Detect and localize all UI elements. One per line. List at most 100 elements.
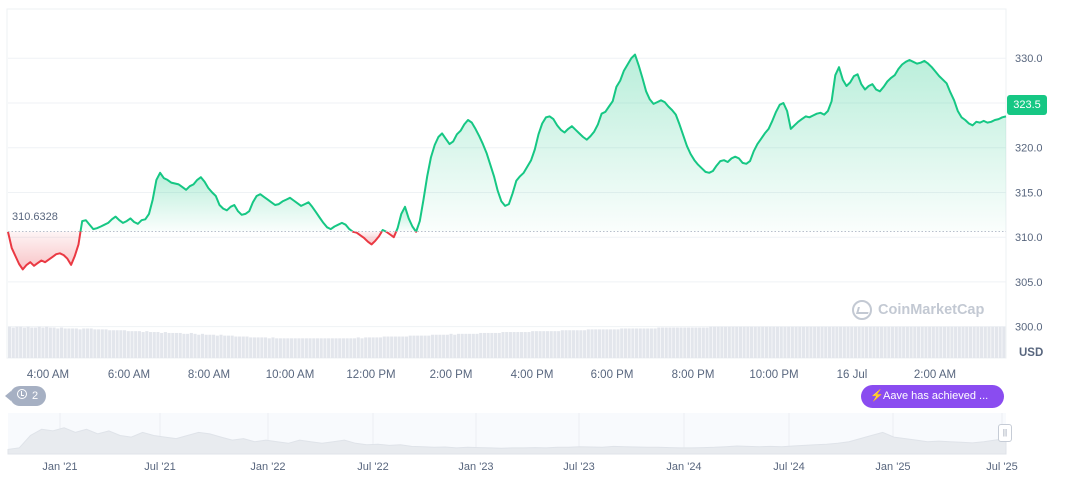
volume-bar — [101, 329, 104, 358]
volume-bar — [15, 327, 18, 358]
volume-bar — [41, 328, 44, 358]
volume-bar — [765, 327, 768, 358]
volume-bar — [980, 327, 983, 358]
x-tick-label: 8:00 PM — [672, 369, 715, 381]
volume-bar — [346, 338, 349, 358]
volume-bar — [279, 338, 282, 358]
volume-bar — [583, 330, 586, 358]
volume-bar — [780, 327, 783, 358]
volume-bar — [78, 329, 81, 358]
volume-bar — [999, 327, 1002, 358]
coinmarketcap-watermark: CoinMarketCap — [852, 299, 984, 321]
currency-label: USD — [1019, 347, 1043, 359]
volume-bar — [527, 332, 530, 358]
volume-bar — [739, 327, 742, 358]
volume-bar — [316, 338, 319, 358]
volume-bar — [320, 338, 323, 358]
volume-bar — [520, 332, 523, 358]
navigator-handle[interactable]: || — [998, 424, 1012, 442]
coinmarketcap-logo-icon — [852, 300, 872, 320]
volume-bar — [646, 328, 649, 358]
volume-bar — [145, 331, 148, 358]
volume-bar — [357, 337, 360, 358]
volume-bar — [954, 327, 957, 358]
volume-bar — [876, 327, 879, 358]
volume-bar — [579, 330, 582, 358]
volume-bar — [605, 329, 608, 358]
volume-bar — [119, 330, 122, 358]
x-tick-label: 4:00 PM — [511, 369, 554, 381]
volume-bar — [698, 328, 701, 358]
volume-bar — [791, 327, 794, 358]
navigator-tick-label: Jul '25 — [986, 461, 1017, 473]
current-price-tag: 323.5 — [1007, 95, 1047, 115]
volume-bar — [891, 327, 894, 358]
volume-bar — [294, 338, 297, 358]
volume-bar — [360, 338, 363, 358]
history-count-button[interactable]: 2 — [10, 386, 46, 406]
volume-bar — [242, 337, 245, 358]
volume-bar — [494, 333, 497, 358]
volume-bar — [524, 332, 527, 358]
volume-bar — [164, 332, 167, 358]
event-button[interactable]: ⚡ Aave has achieved ... — [861, 385, 1004, 408]
volume-bar — [123, 330, 126, 358]
volume-bar — [576, 330, 579, 358]
volume-bar — [624, 328, 627, 358]
volume-bar — [702, 328, 705, 358]
volume-bar — [438, 335, 441, 358]
volume-bar — [531, 331, 534, 358]
y-tick-label: 320.0 — [1015, 143, 1043, 155]
volume-bar — [342, 338, 345, 358]
volume-bar — [197, 335, 200, 358]
navigator-tick-label: Jan '23 — [458, 461, 493, 473]
volume-bar — [398, 337, 401, 358]
volume-bar — [338, 338, 341, 358]
volume-bar — [661, 328, 664, 358]
volume-bar — [379, 337, 382, 358]
volume-bar — [898, 327, 901, 358]
volume-bar — [309, 338, 312, 358]
x-tick-label: 4:00 AM — [27, 369, 69, 381]
volume-bar — [386, 337, 389, 358]
volume-bar — [1002, 327, 1005, 358]
navigator[interactable] — [8, 413, 1006, 454]
volume-bar — [498, 333, 501, 358]
volume-bar — [613, 329, 616, 358]
volume-bar — [724, 327, 727, 358]
volume-bar — [457, 334, 460, 358]
volume-bar — [913, 327, 916, 358]
volume-bar — [635, 328, 638, 358]
volume-bar — [130, 331, 133, 358]
volume-bar — [23, 328, 26, 358]
volume-bar — [887, 327, 890, 358]
volume-bar — [260, 337, 263, 358]
volume-bar — [264, 337, 267, 358]
volume-bar — [976, 327, 979, 358]
volume-bar — [8, 327, 11, 358]
volume-bar — [895, 327, 898, 358]
volume-bar — [720, 327, 723, 358]
navigator-tick-label: Jul '22 — [357, 461, 388, 473]
volume-bar — [550, 331, 553, 358]
navigator-tick-label: Jul '21 — [144, 461, 175, 473]
volume-bar — [116, 330, 119, 358]
volume-bar — [138, 331, 141, 358]
volume-bar — [234, 337, 237, 358]
volume-bar — [153, 332, 156, 358]
volume-bar — [809, 327, 812, 358]
volume-bar — [750, 327, 753, 358]
volume-bar — [939, 327, 942, 358]
volume-bar — [312, 338, 315, 358]
volume-bar — [717, 327, 720, 358]
volume-bar — [182, 334, 185, 358]
volume-bar — [557, 331, 560, 358]
volume-bar — [93, 329, 96, 358]
volume-bar — [479, 333, 482, 358]
volume-bar — [861, 327, 864, 358]
volume-bar — [843, 327, 846, 358]
volume-bar — [984, 327, 987, 358]
volume-bar — [19, 327, 22, 358]
volume-bar — [405, 337, 408, 358]
